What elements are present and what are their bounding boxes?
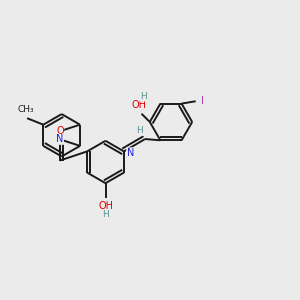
- Text: H: H: [102, 210, 109, 219]
- Text: CH₃: CH₃: [17, 106, 34, 115]
- Text: I: I: [201, 96, 204, 106]
- Text: N: N: [56, 134, 64, 144]
- Text: OH: OH: [98, 201, 113, 211]
- Text: N: N: [127, 148, 134, 158]
- Text: H: H: [140, 92, 146, 101]
- Text: H: H: [136, 126, 143, 135]
- Text: OH: OH: [132, 100, 147, 110]
- Text: O: O: [56, 126, 64, 136]
